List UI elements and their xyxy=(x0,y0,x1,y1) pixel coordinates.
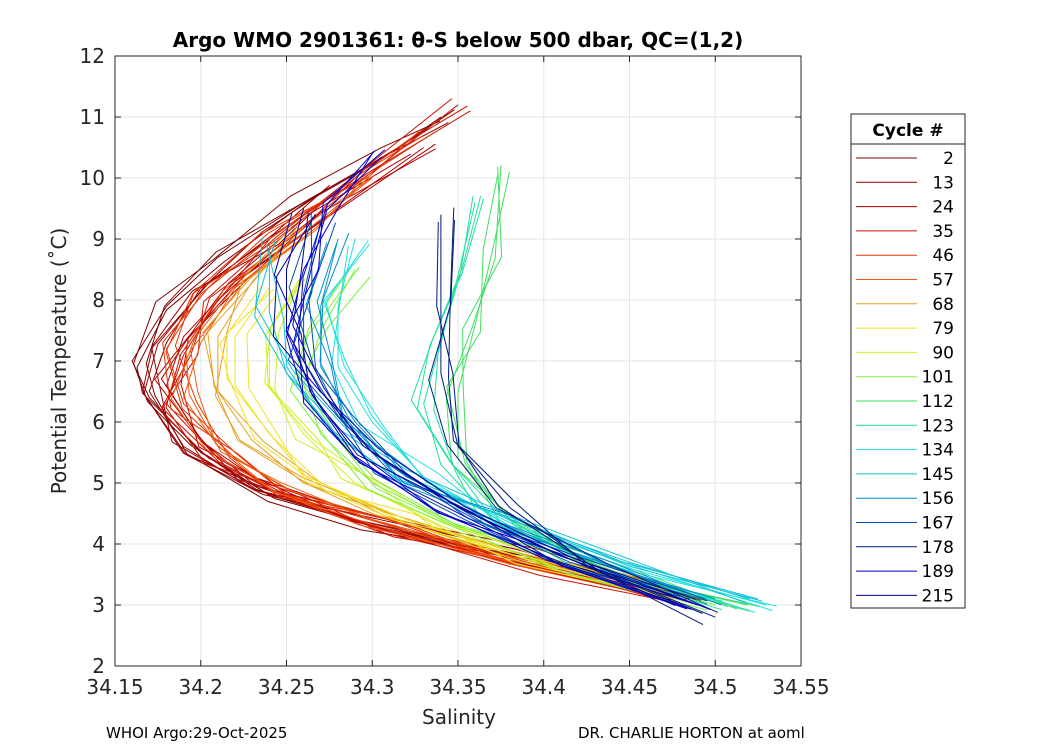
legend-label: 189 xyxy=(922,562,954,582)
legend-label: 90 xyxy=(932,343,954,363)
series-line-cycle-145 xyxy=(255,241,748,605)
legend-label: 13 xyxy=(932,173,954,193)
series-line-cycle-46 xyxy=(162,131,666,593)
y-tick-label: 11 xyxy=(80,105,105,129)
legend-label: 167 xyxy=(922,514,954,534)
x-tick-label: 34.3 xyxy=(350,675,395,699)
plot-area: 34.15 34.2 34.25 34.3 34.35 34.4 34.45 34.5 34.5… xyxy=(80,44,830,699)
series-line-cycle-79 xyxy=(226,289,652,595)
series-line-cycle-68 xyxy=(202,232,655,594)
x-tick-labels: 34.15 34.2 34.25 34.3 34.35 34.4 34.45 34.5 34.5… xyxy=(86,675,829,699)
series-line-cycle-189 xyxy=(298,150,711,611)
y-tick-label: 4 xyxy=(92,532,105,556)
series-line-cycle-189 xyxy=(293,156,688,610)
chart-title: Argo WMO 2901361: θ-S below 500 dbar, QC… xyxy=(173,28,743,52)
series-line-cycle-46 xyxy=(165,128,664,594)
legend-label: 79 xyxy=(932,319,954,339)
y-tick-label: 8 xyxy=(92,288,105,312)
legend: Cycle # 2 13 24 35 46 57 68 79 90 101 112 123 134 145… xyxy=(850,113,966,609)
legend-label: 68 xyxy=(932,295,954,315)
series-line-cycle-145 xyxy=(254,238,758,600)
legend-label: 112 xyxy=(922,392,954,412)
x-tick-label: 34.25 xyxy=(258,675,315,699)
series-line-cycle-215 xyxy=(273,213,684,606)
series-group xyxy=(131,98,777,626)
legend-label: 123 xyxy=(922,416,954,436)
y-axis-label: Potential Temperature (˚C) xyxy=(47,228,71,495)
plot-frame xyxy=(114,55,802,667)
series-line-cycle-167 xyxy=(288,216,706,600)
x-tick-label: 34.55 xyxy=(772,675,829,699)
series-line-cycle-215 xyxy=(292,212,676,607)
legend-label: 145 xyxy=(922,465,954,485)
x-tick-label: 34.2 xyxy=(178,675,223,699)
legend-label: 35 xyxy=(932,222,954,242)
series-line-cycle-178 xyxy=(428,219,719,613)
series-line-cycle-215 xyxy=(272,213,697,600)
series-line-cycle-79 xyxy=(234,287,664,594)
y-tick-label: 2 xyxy=(92,654,105,678)
series-line-cycle-79 xyxy=(219,286,675,600)
series-line-cycle-2 xyxy=(133,120,687,601)
series-line-cycle-24 xyxy=(154,148,655,597)
x-tick-label: 34.35 xyxy=(429,675,486,699)
series-line-cycle-167 xyxy=(287,213,708,602)
series-line-cycle-68 xyxy=(217,226,647,588)
series-line-cycle-35 xyxy=(161,105,679,604)
legend-entries: 2 13 24 35 46 57 68 79 90 101 112 123 134 145 156 167 17… xyxy=(856,149,954,606)
y-tick-label: 6 xyxy=(92,410,105,434)
legend-label: 156 xyxy=(922,489,954,509)
legend-label: 2 xyxy=(943,149,954,169)
y-tick-label: 10 xyxy=(80,166,105,190)
series-line-cycle-90 xyxy=(264,278,693,600)
y-tick-label: 3 xyxy=(92,593,105,617)
series-line-cycle-134 xyxy=(323,243,777,607)
y-tick-label: 9 xyxy=(92,227,105,251)
series-line-cycle-123 xyxy=(416,198,723,602)
legend-label: 57 xyxy=(932,271,954,291)
series-line-cycle-178 xyxy=(436,221,703,614)
legend-label: 215 xyxy=(922,586,954,606)
legend-label: 178 xyxy=(922,538,954,558)
x-axis-label: Salinity xyxy=(422,705,496,729)
series-line-cycle-57 xyxy=(170,173,648,581)
legend-title: Cycle # xyxy=(872,121,943,141)
x-tick-label: 34.15 xyxy=(86,675,143,699)
legend-label: 24 xyxy=(932,198,954,218)
x-tick-label: 34.4 xyxy=(521,675,566,699)
legend-label: 134 xyxy=(922,441,954,461)
y-tick-label: 7 xyxy=(92,349,105,373)
footer-source: WHOI Argo:29-Oct-2025 xyxy=(106,724,288,742)
footer-author: DR. CHARLIE HORTON at aoml xyxy=(578,724,805,742)
series-line-cycle-13 xyxy=(143,191,675,590)
y-tick-label: 12 xyxy=(80,44,105,68)
legend-label: 101 xyxy=(922,368,954,388)
x-tick-label: 34.5 xyxy=(693,675,738,699)
y-tick-label: 5 xyxy=(92,471,105,495)
legend-label: 46 xyxy=(932,246,954,266)
legend-box xyxy=(850,113,966,609)
series-line-cycle-112 xyxy=(445,165,748,606)
x-tick-label: 34.45 xyxy=(601,675,658,699)
y-tick-labels: 2 3 4 5 6 7 8 9 10 11 12 xyxy=(80,44,105,678)
